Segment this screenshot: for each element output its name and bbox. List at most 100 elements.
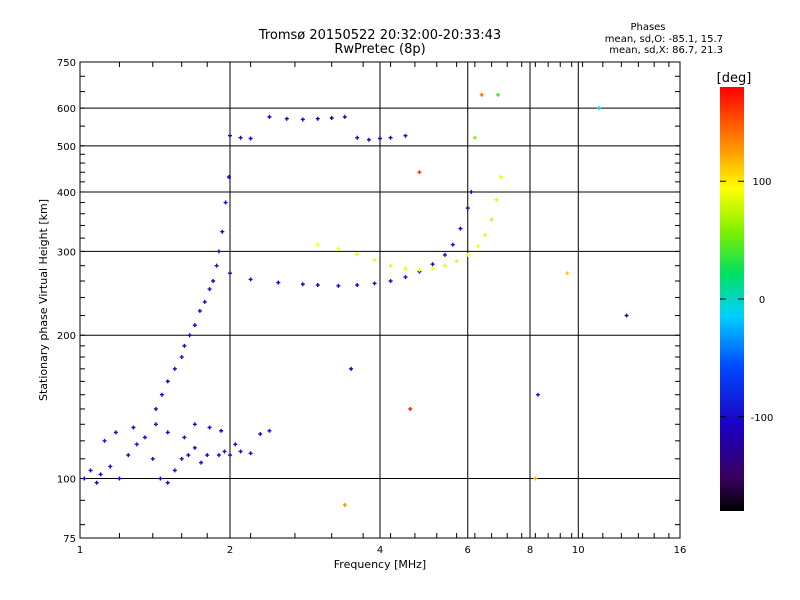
- data-point: [403, 133, 408, 138]
- colorbar-tick-label: 100: [752, 177, 771, 188]
- data-point: [483, 232, 488, 237]
- x-tick-labels: 1 2 4 6 8 10 16: [77, 545, 687, 556]
- data-point: [214, 263, 219, 268]
- data-point: [355, 283, 360, 288]
- data-point: [533, 476, 538, 481]
- data-point: [192, 422, 197, 427]
- data-point: [494, 197, 499, 202]
- data-point: [465, 206, 470, 211]
- data-point: [408, 406, 413, 411]
- data-point: [197, 308, 202, 313]
- y-tick-label: 500: [57, 142, 76, 153]
- y-tick-label: 600: [57, 104, 76, 115]
- y-tick-label: 300: [57, 247, 76, 258]
- phase-stats-o: mean, sd,O: -85.1, 15.7: [605, 34, 723, 45]
- data-point: [495, 92, 500, 97]
- data-point: [388, 279, 393, 284]
- data-point: [158, 476, 163, 481]
- data-point: [226, 174, 231, 179]
- data-point: [248, 277, 253, 282]
- y-tick-label: 750: [57, 58, 76, 69]
- data-point: [205, 453, 210, 458]
- data-point: [388, 263, 393, 268]
- data-point: [442, 263, 447, 268]
- data-point: [238, 449, 243, 454]
- data-point: [192, 323, 197, 328]
- data-point: [315, 242, 320, 247]
- data-point: [94, 480, 99, 485]
- data-point: [403, 266, 408, 271]
- data-point: [342, 114, 347, 119]
- data-point: [417, 268, 422, 273]
- y-tick-labels: 75 100 200 300 400 500 600 750: [57, 58, 76, 545]
- data-point: [172, 366, 177, 371]
- colorbar-unit-label: [deg]: [717, 71, 752, 86]
- data-point: [430, 262, 435, 267]
- data-point: [596, 106, 601, 111]
- data-point: [142, 435, 147, 440]
- data-point: [192, 445, 197, 450]
- data-point: [182, 435, 187, 440]
- x-tick-label: 1: [77, 545, 83, 556]
- data-point: [469, 189, 474, 194]
- colorbar-tick-label: -100: [751, 413, 774, 424]
- chart-title: Tromsø 20150522 20:32:00-20:33:43: [258, 28, 501, 43]
- data-point: [223, 200, 228, 205]
- data-point: [228, 453, 232, 458]
- data-point: [388, 135, 393, 140]
- data-point: [417, 170, 422, 175]
- x-tick-label: 2: [227, 545, 233, 556]
- data-point: [248, 136, 253, 141]
- data-point: [165, 379, 170, 384]
- y-tick-label: 100: [57, 475, 76, 486]
- x-tick-label: 10: [572, 545, 585, 556]
- x-axis-label: Frequency [MHz]: [334, 558, 426, 571]
- data-point: [98, 472, 103, 477]
- data-point: [300, 117, 305, 122]
- data-point: [355, 135, 360, 140]
- data-point: [454, 259, 459, 264]
- data-point: [624, 313, 629, 318]
- data-point: [336, 246, 341, 251]
- data-point: [134, 442, 139, 447]
- chart-subtitle: RwPretec (8p): [334, 42, 425, 57]
- data-point: [82, 476, 87, 481]
- y-tick-label: 400: [57, 188, 76, 199]
- data-point: [535, 392, 540, 397]
- data-point: [153, 422, 158, 427]
- colorbar-tick-label: 0: [759, 295, 765, 306]
- data-point: [267, 114, 272, 119]
- data-point: [499, 174, 504, 179]
- data-point: [366, 137, 371, 142]
- data-point: [165, 430, 170, 435]
- data-point: [219, 428, 224, 433]
- data-point: [179, 456, 184, 461]
- data-point: [300, 282, 305, 287]
- data-point: [233, 442, 238, 447]
- data-point: [150, 456, 155, 461]
- colorbar-ticks: 100 0 -100: [720, 177, 773, 424]
- data-point: [284, 116, 289, 121]
- data-point: [102, 438, 107, 443]
- data-point: [342, 502, 347, 507]
- data-point: [108, 464, 113, 469]
- data-point: [238, 135, 243, 140]
- data-point: [199, 460, 204, 465]
- data-point: [182, 343, 187, 348]
- data-point: [126, 453, 131, 458]
- data-point: [336, 283, 341, 288]
- minor-ticks: [80, 62, 680, 538]
- data-point: [216, 249, 221, 254]
- data-point: [472, 135, 477, 140]
- data-point: [489, 217, 494, 222]
- data-point: [228, 133, 232, 138]
- data-point: [442, 252, 447, 257]
- phases-heading: Phases: [630, 22, 665, 33]
- data-point: [159, 392, 164, 397]
- data-point: [165, 480, 170, 485]
- data-point: [216, 453, 221, 458]
- phase-stats-x: mean, sd,X: 86.7, 21.3: [609, 45, 723, 56]
- data-point: [479, 92, 484, 97]
- data-point: [329, 116, 334, 121]
